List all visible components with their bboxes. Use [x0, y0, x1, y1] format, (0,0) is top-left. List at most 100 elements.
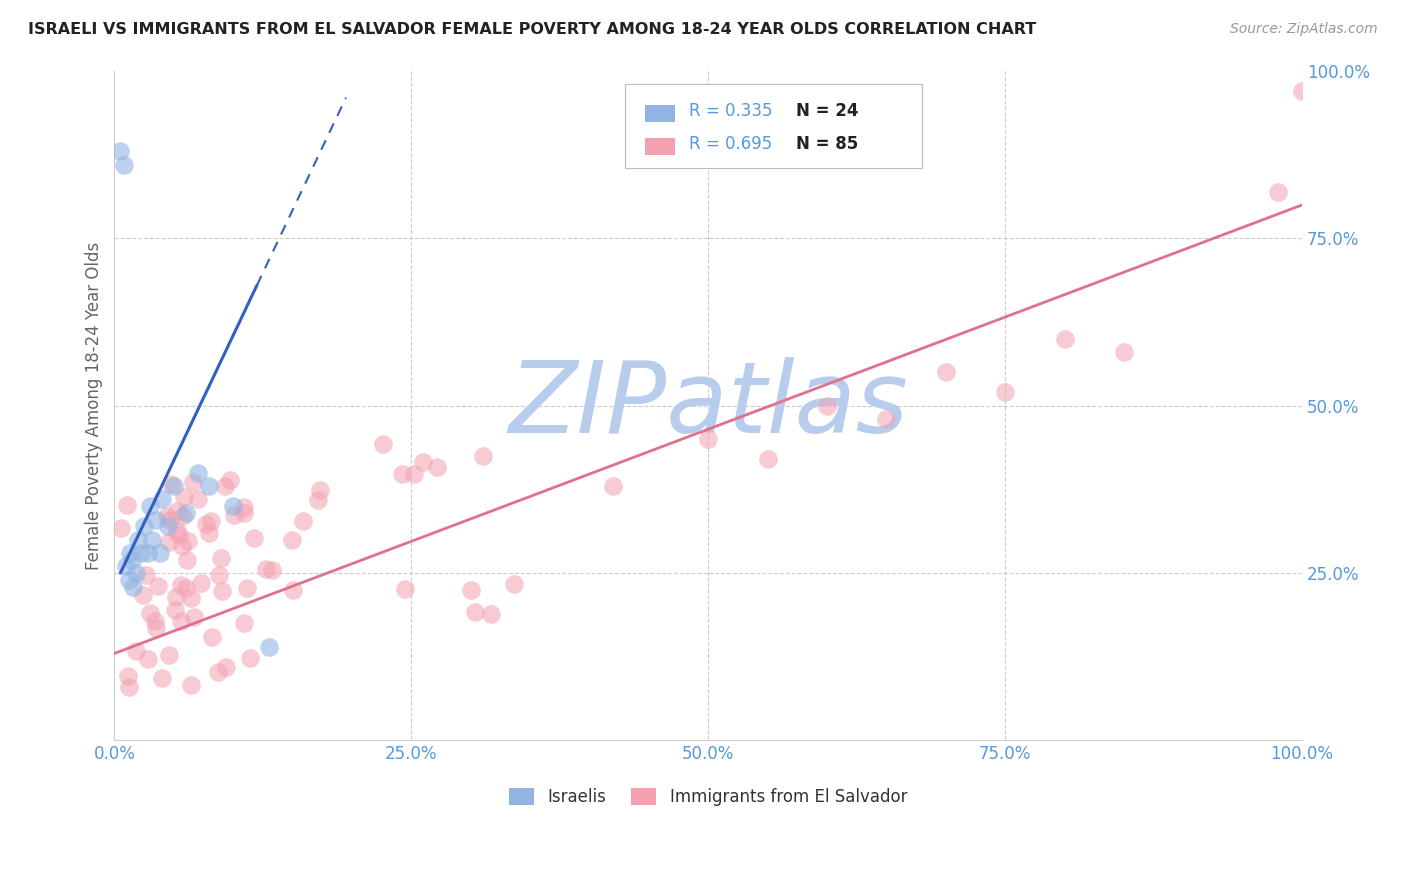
- Point: [139, 607, 162, 621]
- Point: [127, 533, 149, 547]
- Point: [464, 605, 486, 619]
- FancyBboxPatch shape: [626, 85, 922, 168]
- Point: [1291, 84, 1313, 98]
- Y-axis label: Female Poverty Among 18-24 Year Olds: Female Poverty Among 18-24 Year Olds: [86, 242, 103, 570]
- Point: [201, 630, 224, 644]
- Point: [472, 449, 495, 463]
- Point: [139, 499, 162, 513]
- Point: [125, 566, 148, 581]
- Point: [132, 519, 155, 533]
- Point: [146, 579, 169, 593]
- Point: [233, 500, 256, 514]
- Point: [172, 509, 194, 524]
- Point: [207, 665, 229, 679]
- FancyBboxPatch shape: [645, 105, 675, 121]
- Point: [756, 452, 779, 467]
- Point: [875, 412, 897, 426]
- Point: [170, 578, 193, 592]
- Point: [150, 671, 173, 685]
- Point: [110, 145, 132, 159]
- Text: N = 85: N = 85: [796, 135, 859, 153]
- Point: [224, 508, 246, 523]
- Point: [165, 603, 187, 617]
- Point: [1267, 185, 1289, 199]
- Point: [165, 590, 187, 604]
- Point: [994, 385, 1017, 400]
- Point: [697, 432, 720, 446]
- Point: [262, 563, 284, 577]
- Point: [160, 477, 183, 491]
- Point: [118, 573, 141, 587]
- Point: [236, 581, 259, 595]
- Point: [1053, 332, 1076, 346]
- Point: [150, 492, 173, 507]
- Point: [307, 492, 329, 507]
- Text: ZIPatlas: ZIPatlas: [509, 358, 908, 454]
- Point: [412, 454, 434, 468]
- Point: [115, 498, 138, 512]
- FancyBboxPatch shape: [645, 138, 675, 155]
- Point: [112, 158, 135, 172]
- Point: [402, 467, 425, 481]
- Point: [214, 479, 236, 493]
- Point: [1112, 345, 1135, 359]
- Point: [426, 460, 449, 475]
- Point: [117, 668, 139, 682]
- Point: [233, 615, 256, 630]
- Point: [186, 492, 208, 507]
- Point: [200, 514, 222, 528]
- Point: [195, 516, 218, 531]
- Point: [125, 644, 148, 658]
- Point: [157, 535, 180, 549]
- Point: [460, 583, 482, 598]
- Point: [174, 581, 197, 595]
- Point: [254, 562, 277, 576]
- Text: R = 0.335: R = 0.335: [689, 102, 773, 120]
- Point: [118, 546, 141, 560]
- Text: ISRAELI VS IMMIGRANTS FROM EL SALVADOR FEMALE POVERTY AMONG 18-24 YEAR OLDS CORR: ISRAELI VS IMMIGRANTS FROM EL SALVADOR F…: [28, 22, 1036, 37]
- Point: [183, 610, 205, 624]
- Point: [602, 479, 624, 493]
- Point: [156, 509, 179, 524]
- Point: [292, 514, 315, 528]
- Point: [309, 483, 332, 497]
- Point: [167, 528, 190, 542]
- Point: [281, 533, 304, 548]
- Point: [257, 640, 280, 654]
- Point: [815, 399, 838, 413]
- Point: [148, 546, 170, 560]
- Point: [373, 436, 395, 450]
- Point: [176, 533, 198, 548]
- Text: N = 24: N = 24: [796, 102, 859, 120]
- Point: [145, 621, 167, 635]
- Point: [170, 614, 193, 628]
- Text: R = 0.695: R = 0.695: [689, 135, 772, 153]
- Point: [211, 583, 233, 598]
- Point: [129, 546, 152, 560]
- Point: [110, 521, 132, 535]
- Point: [243, 531, 266, 545]
- Point: [166, 504, 188, 518]
- Point: [141, 533, 163, 547]
- Point: [181, 475, 204, 490]
- Point: [239, 650, 262, 665]
- Point: [187, 466, 209, 480]
- Point: [207, 567, 229, 582]
- Point: [281, 582, 304, 597]
- Point: [166, 524, 188, 538]
- Point: [136, 546, 159, 560]
- Point: [135, 568, 157, 582]
- Text: Source: ZipAtlas.com: Source: ZipAtlas.com: [1230, 22, 1378, 37]
- Point: [198, 479, 221, 493]
- Point: [122, 580, 145, 594]
- Point: [136, 652, 159, 666]
- Point: [163, 479, 186, 493]
- Point: [479, 607, 502, 621]
- Legend: Israelis, Immigrants from El Salvador: Israelis, Immigrants from El Salvador: [502, 781, 914, 813]
- Point: [143, 614, 166, 628]
- Point: [232, 506, 254, 520]
- Point: [215, 660, 238, 674]
- Point: [173, 490, 195, 504]
- Point: [121, 553, 143, 567]
- Point: [170, 539, 193, 553]
